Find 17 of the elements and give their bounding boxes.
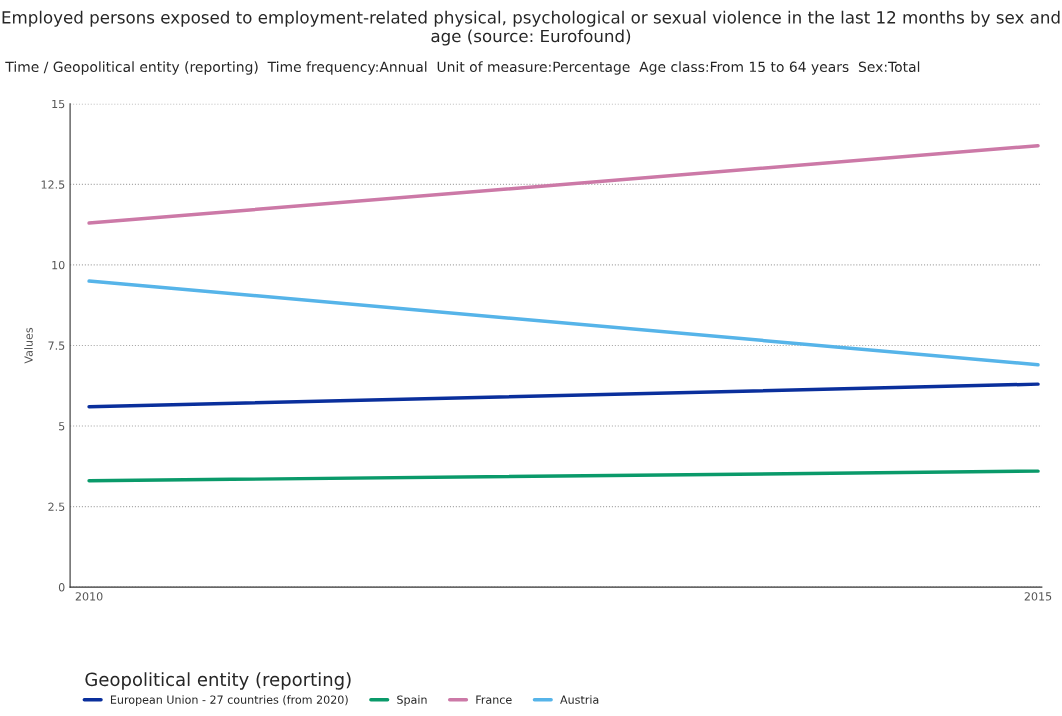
chart-title: Employed persons exposed to employment-related physical, psychological or sexual violence in the last 12 months by sex and age (source: Eurofound) (2, 10, 1060, 46)
y-tick-label: 2.5 (48, 502, 65, 511)
y-axis-title: Values (24, 327, 33, 364)
y-tick-label: 5 (59, 422, 65, 431)
y-tick-label: 15 (52, 99, 65, 109)
y-tick-label: 10 (52, 260, 65, 270)
legend-label: Austria (560, 695, 599, 704)
legend-label: European Union - 27 countries (from 2020) (110, 695, 348, 706)
legend-title: Geopolitical entity (reporting) (85, 672, 351, 690)
x-tick-label: 2010 (75, 592, 103, 601)
legend-label: France (476, 695, 512, 704)
x-tick-label: 2015 (1024, 592, 1052, 601)
y-tick-label: 0 (58, 583, 65, 592)
legend-label: Spain (397, 695, 427, 706)
y-tick-label: 12.5 (41, 180, 65, 189)
y-tick-label: 7.5 (48, 341, 65, 350)
chart-subtitle: Time / Geopolitical entity (reporting) Time frequency:Annual Unit of measure:Percentage Age class:From 15 to 64 years Sex:Total (5, 61, 920, 75)
